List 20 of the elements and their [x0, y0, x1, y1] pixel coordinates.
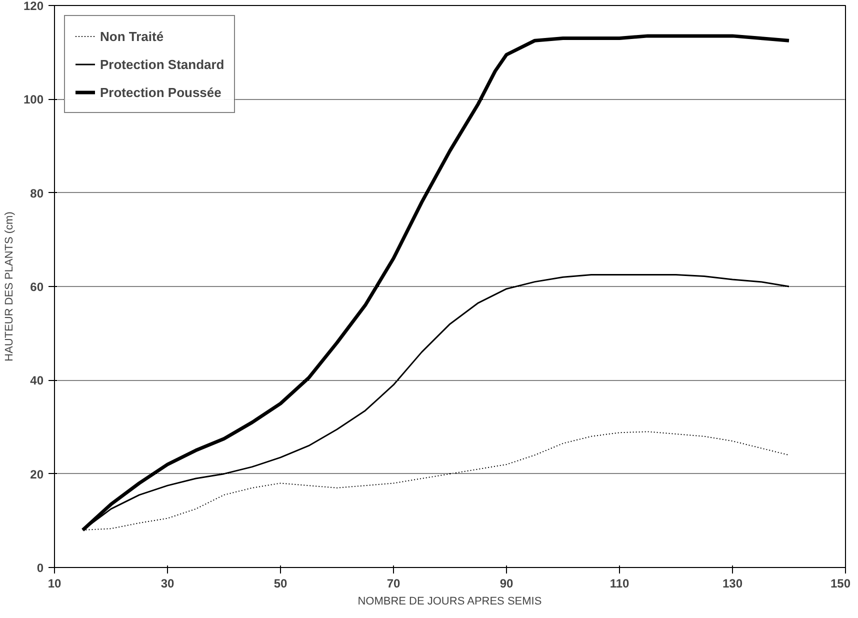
y-tick-label: 60 [30, 280, 44, 294]
x-tick-label: 90 [500, 576, 514, 590]
x-tick-label: 110 [610, 576, 630, 590]
x-tick-label: 10 [48, 576, 62, 590]
legend-label: Non Traité [100, 28, 164, 44]
x-tick-label: 50 [274, 576, 288, 590]
y-tick-label: 20 [30, 467, 44, 482]
y-tick-label: 80 [30, 186, 44, 200]
y-tick-label: 120 [23, 0, 44, 13]
x-axis-title: NOMBRE DE JOURS APRES SEMIS [358, 596, 542, 608]
x-tick-label: 150 [830, 576, 851, 590]
x-tick-label: 70 [386, 576, 400, 590]
y-axis-title: HAUTEUR DES PLANTS (cm) [3, 212, 16, 362]
legend-label: Protection Poussée [100, 84, 222, 100]
y-tick-label: 0 [36, 561, 44, 575]
legend-label: Protection Standard [100, 56, 224, 72]
y-tick-label: 100 [23, 92, 44, 107]
x-tick-label: 30 [160, 576, 174, 590]
y-tick-label: 40 [30, 374, 44, 388]
x-tick-label: 130 [722, 576, 743, 590]
